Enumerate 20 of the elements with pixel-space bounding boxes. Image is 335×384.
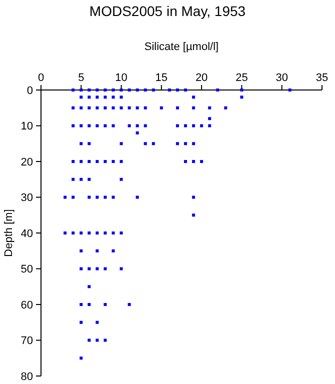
x-tick-label: 30 (276, 72, 288, 84)
y-tick-label: 50 (20, 264, 33, 276)
x-tick-label: 15 (155, 72, 168, 84)
y-tick-label: 20 (20, 156, 33, 168)
y-tick-label: 60 (20, 299, 33, 312)
x-axis-title: Silicate [µmol/l] (144, 41, 219, 53)
x-tick-label: 5 (78, 72, 84, 84)
y-tick-label: 30 (20, 192, 33, 204)
y-tick-label: 70 (20, 335, 33, 348)
x-tick-label: 0 (38, 72, 44, 84)
x-tick-label: 35 (316, 72, 328, 84)
y-axis-title: Depth [m] (3, 209, 15, 257)
chart-title: MODS2005 in May, 1953 (89, 3, 246, 19)
y-tick-label: 40 (20, 228, 33, 240)
y-tick-label: 0 (26, 84, 33, 97)
y-tick-label: 10 (20, 120, 33, 133)
y-tick-label: 80 (20, 370, 33, 383)
x-tick-label: 25 (236, 72, 248, 84)
x-tick-label: 10 (115, 72, 128, 84)
x-tick-label: 20 (195, 72, 208, 84)
